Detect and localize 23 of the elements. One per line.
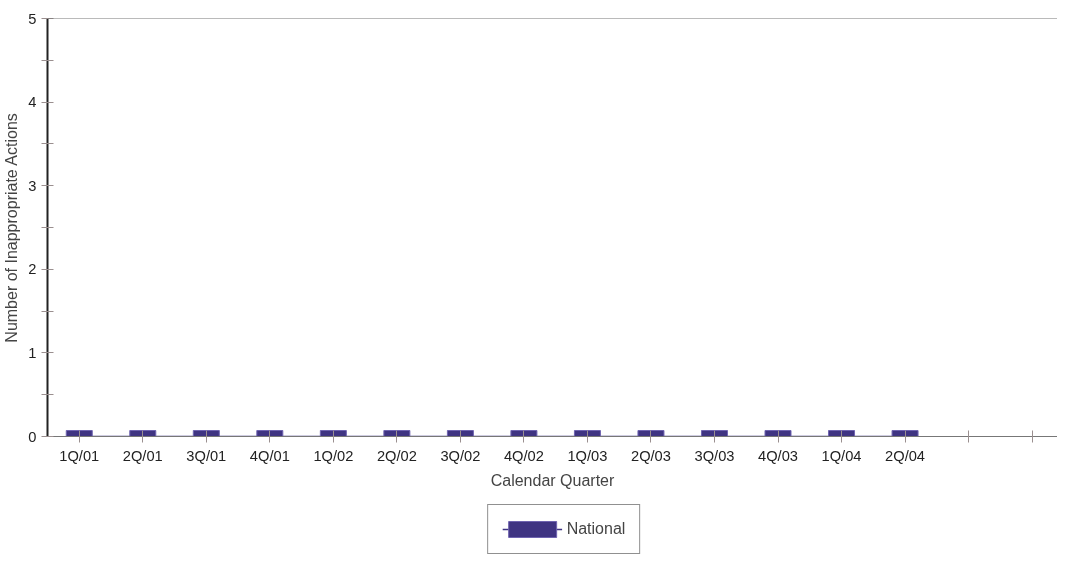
x-axis-title: Calendar Quarter [490,471,615,489]
y-tick-label: 2 [28,261,37,278]
y-tick-label: 4 [28,94,37,111]
x-tick-label: 2Q/01 [122,447,163,464]
y-axis-title: Number of Inappropriate Actions [3,113,21,343]
legend-label: National [566,519,626,538]
x-tick-label: 1Q/04 [821,447,862,464]
y-tick-label: 3 [28,177,37,194]
x-tick-label: 1Q/01 [59,447,100,464]
x-tick-label: 1Q/02 [313,447,354,464]
x-tick-label: 4Q/01 [249,447,290,464]
x-tick-label: 2Q/04 [885,447,926,464]
y-tick-label: 5 [28,10,37,27]
x-tick-label: 3Q/01 [186,447,227,464]
y-tick-label: 0 [28,428,37,445]
x-tick-label: 3Q/03 [694,447,735,464]
x-tick-label: 2Q/03 [631,447,671,464]
x-tick-label: 4Q/03 [758,447,798,464]
x-tick-label: 1Q/03 [567,447,608,464]
x-tick-label: 3Q/02 [440,447,481,464]
x-tick-label: 2Q/02 [376,447,417,464]
y-tick-label: 1 [28,344,37,361]
x-tick-label: 4Q/02 [503,447,544,464]
